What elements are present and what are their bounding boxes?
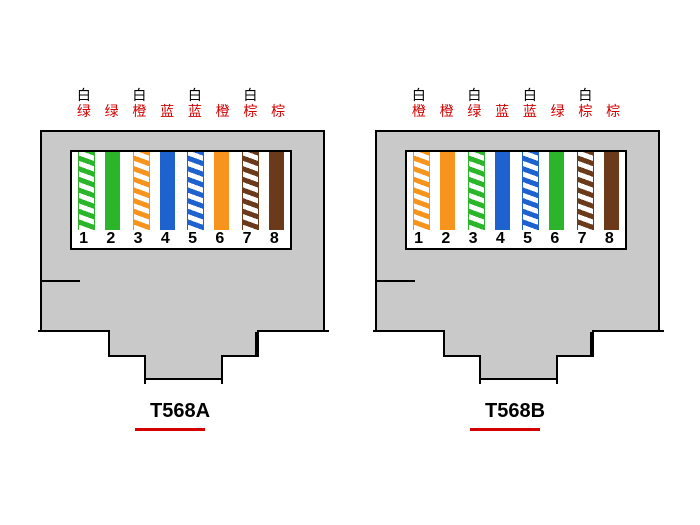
pin-label-white: 白: [237, 88, 265, 104]
pin-label-white: 白: [126, 88, 154, 104]
wire-2: [440, 152, 455, 230]
pin-label-white: 白: [181, 88, 209, 104]
pin-number: 8: [596, 230, 623, 248]
pin-number: 6: [206, 230, 233, 248]
wire-7: [577, 152, 594, 230]
carve: [556, 355, 594, 384]
pin-label-color: 蓝: [488, 104, 516, 120]
pin-label-col: 棕: [264, 88, 292, 120]
pin-label-white: 白: [70, 88, 98, 104]
pin-label-color: 绿: [544, 104, 572, 120]
carve: [257, 330, 329, 384]
pin-number: 3: [125, 230, 152, 248]
pin-number: 1: [70, 230, 97, 248]
pin-label-col: 棕: [599, 88, 627, 120]
pin-label-col: 白棕: [237, 88, 265, 120]
pin-label-col: 绿: [544, 88, 572, 120]
pin-label-white: 白: [572, 88, 600, 104]
pin-label-col: 蓝: [153, 88, 181, 120]
pin-number: 4: [152, 230, 179, 248]
standard-caption: T568B: [465, 400, 565, 423]
pin-label-color: 绿: [461, 104, 489, 120]
pin-label-color: 橙: [209, 104, 237, 120]
pin-label-white: [98, 88, 126, 104]
wire-4: [495, 152, 510, 230]
pin-numbers: 12345678: [70, 230, 288, 248]
pin-number: 5: [179, 230, 206, 248]
carve: [592, 330, 664, 384]
wire-3: [468, 152, 485, 230]
caption-underline: [135, 428, 205, 431]
pin-label-col: 白绿: [461, 88, 489, 120]
wire-4: [160, 152, 175, 230]
pin-number: 2: [432, 230, 459, 248]
pin-label-white: [599, 88, 627, 104]
top-labels: 白绿绿白橙蓝白蓝橙白棕棕: [70, 88, 292, 120]
pin-label-color: 蓝: [153, 104, 181, 120]
carve: [221, 355, 259, 384]
tab-notch-inner: [42, 280, 80, 282]
pin-label-col: 白橙: [126, 88, 154, 120]
wire-1: [413, 152, 430, 230]
pin-label-color: 棕: [599, 104, 627, 120]
pin-label-color: 橙: [405, 104, 433, 120]
top-labels: 白橙橙白绿蓝白蓝绿白棕棕: [405, 88, 627, 120]
pin-label-col: 橙: [433, 88, 461, 120]
wire-2: [105, 152, 120, 230]
pin-numbers: 12345678: [405, 230, 623, 248]
pin-label-white: [433, 88, 461, 104]
pin-label-col: 白橙: [405, 88, 433, 120]
pin-label-white: [153, 88, 181, 104]
tab-notch-inner: [377, 280, 415, 282]
carve: [108, 355, 146, 384]
standard-caption: T568A: [130, 400, 230, 423]
wire-8: [269, 152, 284, 230]
pin-label-white: [488, 88, 516, 104]
pin-label-color: 绿: [70, 104, 98, 120]
pin-label-color: 棕: [572, 104, 600, 120]
pin-number: 6: [541, 230, 568, 248]
wire-7: [242, 152, 259, 230]
pin-label-color: 蓝: [181, 104, 209, 120]
pin-label-color: 蓝: [516, 104, 544, 120]
pin-label-white: [209, 88, 237, 104]
wire-1: [78, 152, 95, 230]
pin-label-color: 棕: [237, 104, 265, 120]
pin-label-col: 白棕: [572, 88, 600, 120]
pin-label-col: 蓝: [488, 88, 516, 120]
pin-label-color: 橙: [126, 104, 154, 120]
pin-label-white: 白: [405, 88, 433, 104]
pin-number: 7: [234, 230, 261, 248]
pin-label-col: 绿: [98, 88, 126, 120]
pin-number: 1: [405, 230, 432, 248]
wire-6: [549, 152, 564, 230]
pin-number: 8: [261, 230, 288, 248]
wire-6: [214, 152, 229, 230]
carve: [38, 330, 110, 384]
pin-label-color: 棕: [264, 104, 292, 120]
pin-number: 2: [97, 230, 124, 248]
wire-3: [133, 152, 150, 230]
pin-label-color: 橙: [433, 104, 461, 120]
diagram-stage: 白绿绿白橙蓝白蓝橙白棕棕12345678T568A白橙橙白绿蓝白蓝绿白棕棕123…: [0, 0, 700, 525]
pin-label-col: 白绿: [70, 88, 98, 120]
pin-number: 7: [569, 230, 596, 248]
wire-5: [522, 152, 539, 230]
pin-label-white: [544, 88, 572, 104]
pin-label-col: 白蓝: [516, 88, 544, 120]
pin-number: 5: [514, 230, 541, 248]
pin-label-white: 白: [516, 88, 544, 104]
pin-number: 3: [460, 230, 487, 248]
pin-label-white: 白: [461, 88, 489, 104]
pin-label-white: [264, 88, 292, 104]
wire-8: [604, 152, 619, 230]
pin-label-col: 橙: [209, 88, 237, 120]
carve: [373, 330, 445, 384]
pin-number: 4: [487, 230, 514, 248]
pin-label-color: 绿: [98, 104, 126, 120]
wire-5: [187, 152, 204, 230]
caption-underline: [470, 428, 540, 431]
pin-label-col: 白蓝: [181, 88, 209, 120]
carve: [443, 355, 481, 384]
